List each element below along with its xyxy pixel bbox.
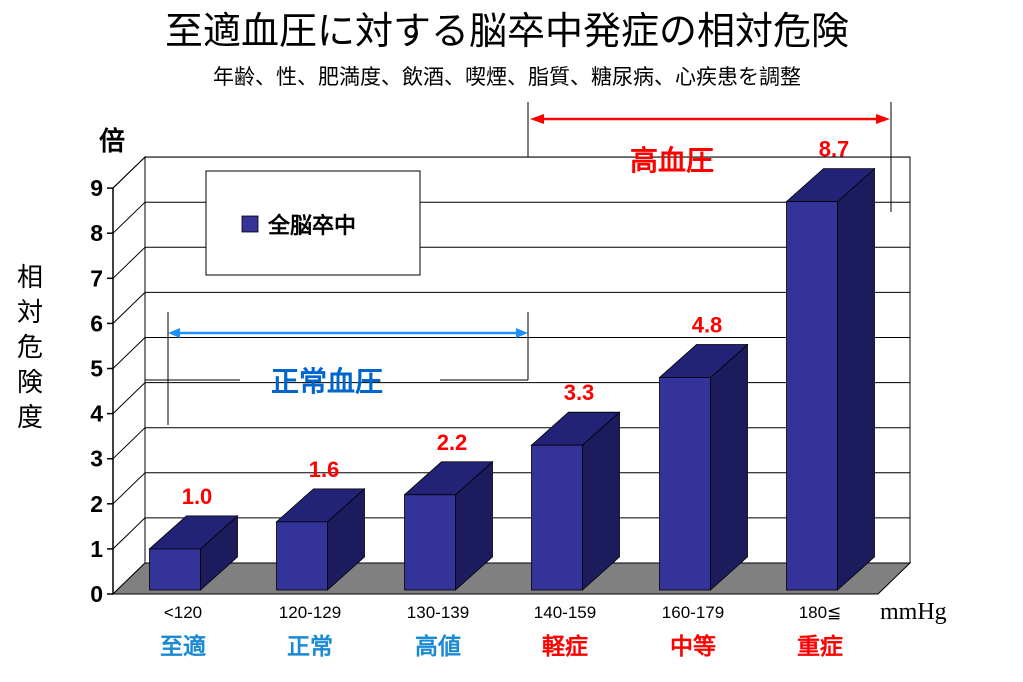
y-axis-label-char: 対 [17, 298, 43, 328]
side-gridline [112, 156, 146, 189]
bar-side [837, 167, 875, 591]
y-tick-label: 7 [90, 265, 103, 291]
side-gridline [112, 201, 146, 234]
high-arrow-head-left [530, 114, 544, 124]
legend-label: 全脳卒中 [267, 213, 356, 239]
category-label: <120 [164, 603, 202, 622]
chart-subtitle: 年齢、性、肥満度、飲酒、喫煙、脂質、糖尿病、心疾患を調整 [213, 65, 801, 89]
y-axis-label-char: 相 [17, 263, 43, 293]
data-label: 1.0 [182, 484, 213, 509]
category-label: 140-159 [534, 603, 596, 622]
severity-label: 中等 [670, 633, 716, 660]
bar-front [276, 521, 328, 591]
side-gridline [112, 427, 146, 460]
y-tick-label: 1 [90, 536, 103, 562]
bar [275, 487, 366, 591]
bar-front [149, 548, 201, 591]
y-tick-label: 9 [90, 175, 103, 201]
side-gridline [112, 382, 146, 414]
side-wall [112, 155, 146, 596]
legend: 全脳卒中 [205, 170, 421, 276]
data-label: 3.3 [564, 380, 595, 405]
side-gridline [112, 517, 146, 550]
chart-title: 至適血圧に対する脳卒中発症の相対危険 [165, 9, 849, 53]
severity-labels: 至適 正常 高値 軽症 中等 重症 [160, 633, 843, 660]
severity-label: 至適 [160, 633, 206, 660]
legend-swatch [241, 215, 259, 233]
y-tick-label: 2 [90, 491, 103, 517]
y-unit-label: 倍 [99, 126, 125, 157]
bar [530, 411, 621, 591]
side-gridline [112, 246, 146, 279]
x-unit-label: mmHg [880, 599, 947, 625]
severity-label: 正常 [287, 634, 333, 660]
high-bp-bracket: 高血圧 [527, 102, 892, 212]
bar-front [531, 444, 583, 591]
data-label: 1.6 [309, 457, 340, 482]
y-tick-label: 8 [90, 220, 103, 246]
bar-side [710, 343, 748, 591]
data-labels: 1.0 1.6 2.2 3.3 4.8 8.7 [182, 137, 850, 509]
y-tick-label: 3 [90, 446, 103, 472]
side-gridline [112, 292, 146, 324]
y-tick-label: 0 [90, 581, 103, 607]
high-bp-label: 高血圧 [630, 144, 714, 177]
category-label: 130-139 [407, 603, 469, 622]
severity-label: 重症 [797, 633, 843, 660]
severity-label: 軽症 [542, 633, 588, 660]
high-arrow-head-right [876, 114, 890, 124]
data-label: 8.7 [819, 137, 850, 162]
y-ticks: 0 1 2 3 4 5 6 7 8 9 [90, 175, 113, 607]
y-axis-label-char: 険 [17, 368, 43, 398]
bars [148, 167, 876, 591]
side-gridline [112, 472, 146, 505]
normal-arrow-head-right [516, 328, 528, 338]
category-label: 120-129 [279, 603, 341, 622]
severity-label: 高値 [415, 633, 461, 660]
y-axis-label: 相 対 危 険 度 [17, 263, 43, 433]
bar [148, 515, 239, 591]
bar-front [659, 377, 711, 591]
bar [403, 460, 494, 591]
data-label: 4.8 [692, 313, 723, 338]
bar-front [786, 201, 838, 591]
y-axis-label-char: 度 [17, 403, 43, 433]
y-axis-label-char: 危 [17, 333, 43, 363]
category-label: 180≦ [799, 603, 842, 622]
category-label: 160-179 [662, 603, 724, 622]
normal-bp-bracket: 正常血圧 [145, 312, 529, 425]
normal-bp-label: 正常血圧 [271, 365, 383, 398]
y-tick-label: 6 [90, 310, 103, 336]
bar-front [404, 494, 456, 591]
bar [658, 343, 749, 591]
y-tick-label: 4 [90, 401, 103, 427]
y-tick-label: 5 [90, 356, 103, 382]
side-gridline [112, 337, 146, 369]
data-label: 2.2 [437, 430, 468, 455]
normal-arrow-head-left [168, 328, 180, 338]
bar [785, 167, 876, 591]
category-labels: <120 120-129 130-139 140-159 160-179 180≦ [164, 603, 841, 622]
